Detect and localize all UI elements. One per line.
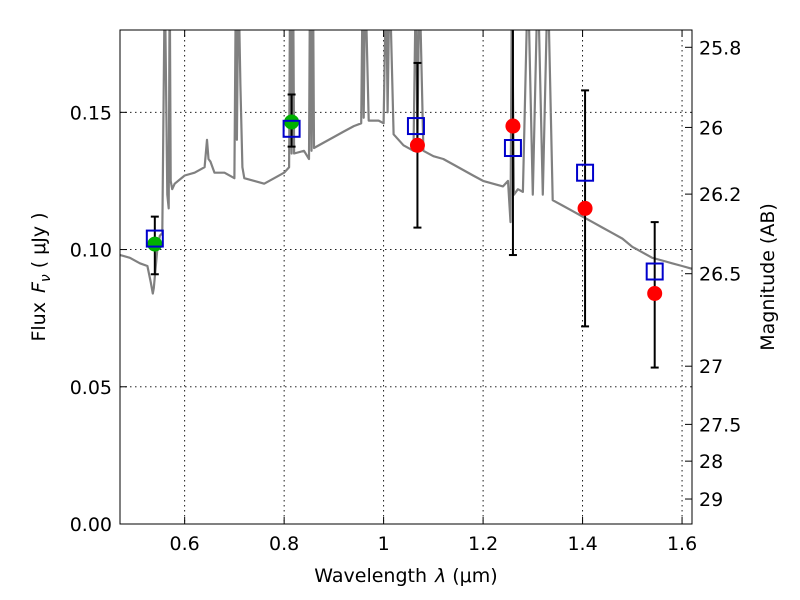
y2-tick-label: 26 [699, 117, 723, 139]
grid-layer [120, 30, 692, 525]
model-square [145, 229, 164, 248]
y2-tick-label: 26.5 [699, 264, 741, 286]
y2-tick-label: 27 [699, 356, 723, 378]
data-point [577, 200, 593, 216]
data-point [647, 285, 663, 301]
model-square [645, 262, 664, 281]
x-tick-label: 1.4 [567, 533, 597, 555]
model-square [503, 139, 522, 158]
y-tick-label: 0.05 [70, 377, 112, 399]
y-tick-label: 0.10 [70, 240, 112, 262]
data-point [147, 236, 163, 252]
y2-tick-label: 29 [699, 489, 723, 511]
x-tick-label: 1.2 [468, 533, 498, 555]
y2-tick-label: 26.2 [699, 184, 741, 206]
model-square [576, 163, 595, 182]
data-point [409, 137, 425, 153]
y-tick-label: 0.15 [70, 102, 112, 124]
y-axis-title: FluxFν( μJy ) [28, 212, 54, 341]
model-square [282, 119, 301, 138]
x-tick-label: 1 [378, 533, 390, 555]
data-point [284, 114, 300, 130]
axes-layer: 0.6 0.8 1 1.2 1.4 1.6 0.00 0.05 0.10 0.15 25.8 26 26… [70, 30, 741, 555]
x-tick-label: 1.6 [667, 533, 697, 555]
spectrum-line [120, 30, 692, 295]
x-tick-label: 0.8 [269, 533, 299, 555]
y2-tick-label: 27.5 [699, 414, 741, 436]
y2-tick-label: 28 [699, 451, 723, 473]
x-tick-label: 0.6 [170, 533, 200, 555]
y2-axis-title: Magnitude (AB) [757, 203, 779, 351]
model-square [406, 117, 425, 136]
y-tick-label: 0.00 [70, 514, 112, 536]
x-axis-title: Wavelength λ (μm) [314, 565, 497, 587]
plot-area [120, 30, 692, 369]
y2-tick-label: 25.8 [699, 37, 741, 59]
data-point [505, 118, 521, 134]
plot-frame [119, 29, 693, 525]
